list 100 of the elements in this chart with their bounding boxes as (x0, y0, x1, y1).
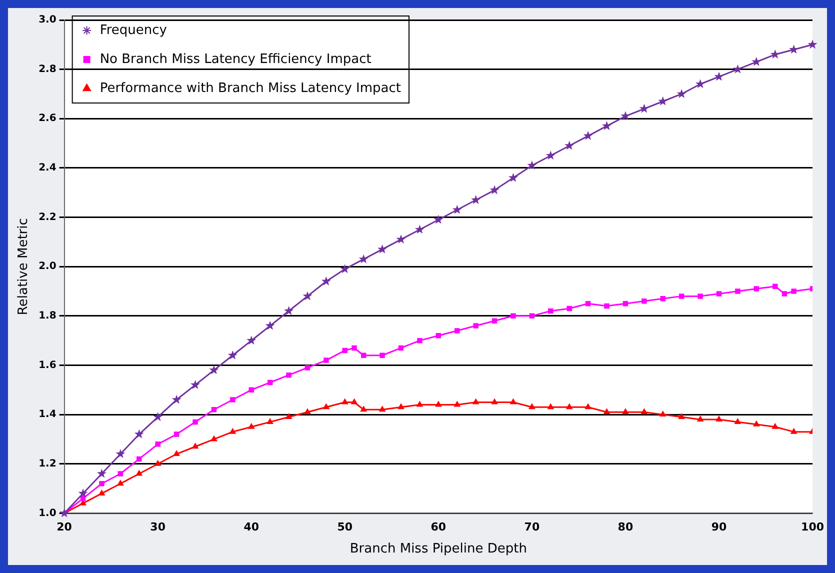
y-tick-label: 2.2 (38, 212, 56, 223)
point (99, 480, 104, 486)
point (660, 296, 666, 302)
point (302, 291, 312, 300)
point (658, 96, 668, 106)
y-tick-label: 2.6 (38, 113, 56, 124)
point (190, 380, 200, 390)
point (791, 288, 796, 294)
point (472, 398, 479, 404)
point (452, 204, 462, 214)
point (510, 398, 516, 404)
point (564, 140, 574, 150)
point (676, 88, 686, 98)
x-tick-label: 20 (56, 520, 72, 534)
point (60, 508, 70, 518)
point (416, 401, 423, 407)
point (266, 418, 274, 424)
point (414, 224, 424, 234)
x-tick-label: 40 (244, 520, 260, 534)
point (380, 352, 385, 358)
point (772, 284, 778, 289)
point (96, 468, 106, 478)
point (604, 303, 610, 309)
y-tick-label: 2.8 (38, 64, 56, 75)
point (454, 328, 460, 334)
point (604, 408, 610, 414)
point (734, 418, 741, 424)
x-tick-label: 70 (524, 520, 540, 534)
point (116, 449, 126, 458)
y-tick-label: 1.6 (38, 360, 56, 371)
point (782, 291, 788, 296)
point (286, 372, 292, 378)
point (98, 490, 105, 496)
y-axis-title: Relative Metric (16, 218, 32, 316)
point (436, 333, 442, 338)
point (78, 488, 88, 498)
point (284, 306, 294, 316)
point (360, 406, 367, 412)
point (641, 408, 648, 414)
point (566, 306, 572, 312)
point (118, 471, 124, 476)
legend-label: Frequency (100, 22, 168, 38)
point (770, 50, 780, 59)
point (342, 348, 348, 354)
point (321, 276, 331, 286)
y-tick-label: 3.0 (38, 14, 56, 26)
y-tick-label: 2.4 (38, 162, 56, 174)
y-tick-label: 1.4 (38, 409, 56, 420)
point (566, 404, 572, 410)
point (211, 407, 217, 412)
point (304, 408, 311, 414)
point (155, 442, 160, 447)
point (639, 104, 649, 113)
point (714, 72, 724, 81)
point (790, 428, 797, 434)
point (660, 411, 666, 417)
point (434, 214, 444, 224)
point (510, 313, 516, 319)
point (267, 380, 273, 386)
point (716, 416, 722, 422)
point (342, 398, 348, 404)
point (583, 130, 593, 140)
point (304, 365, 310, 370)
point (490, 185, 500, 194)
point (230, 397, 236, 402)
point (172, 394, 182, 404)
point (228, 350, 238, 360)
point (358, 254, 368, 264)
legend-label: No Branch Miss Latency Efficiency Impact (100, 52, 372, 67)
point (620, 111, 630, 120)
point (752, 56, 762, 66)
point (174, 432, 180, 437)
point (527, 160, 537, 170)
point (192, 443, 198, 449)
point (548, 308, 554, 314)
point (286, 414, 292, 420)
point (508, 172, 518, 182)
point (248, 423, 254, 429)
point (379, 406, 386, 412)
point (398, 345, 404, 351)
y-tick-label: 1.8 (38, 310, 56, 322)
point (352, 345, 357, 351)
point (230, 428, 236, 434)
point (622, 408, 629, 414)
x-tick-label: 30 (150, 520, 166, 534)
point (136, 470, 142, 476)
point (491, 398, 498, 404)
point (360, 352, 366, 358)
point (548, 404, 554, 410)
y-tick-label: 2.0 (38, 261, 56, 272)
point (808, 40, 818, 49)
point (351, 398, 358, 404)
point (340, 264, 350, 274)
point (398, 404, 404, 410)
point (492, 318, 498, 324)
point (396, 234, 406, 244)
point (117, 480, 124, 486)
point (134, 429, 144, 438)
point (678, 414, 685, 420)
point (546, 150, 556, 160)
